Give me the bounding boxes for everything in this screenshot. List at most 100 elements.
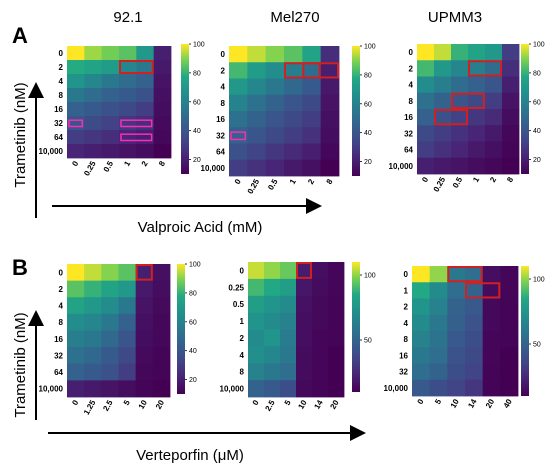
heatmap-cell-b1-r7-c4: [135, 380, 154, 398]
x-tick-b3-5: 40: [502, 397, 515, 410]
colorbar-tick-a1-1: 80: [193, 70, 201, 77]
x-tick-b3-1: 5: [433, 397, 443, 406]
heatmap-cell-a1-r0-c2: [101, 46, 120, 61]
y-tick-b1-1: 2: [59, 285, 64, 294]
heatmap-cell-b3-r0-c5: [500, 266, 519, 283]
heatmap-cell-a1-r3-c3: [119, 88, 137, 103]
heatmap-cell-a1-r1-c4: [136, 60, 155, 75]
heatmap-cell-b1-r5-c2: [101, 347, 119, 365]
heatmap-cell-b1-r1-c5: [152, 280, 171, 298]
heatmap-cell-b1-r4-c5: [152, 330, 171, 348]
y-tick-b1-5: 32: [54, 351, 63, 360]
x-tick-a2-0: 0: [233, 177, 243, 186]
heatmap-cell-b2-r4-c5: [328, 329, 345, 347]
heatmap-cell-b2-r1-c3: [296, 278, 313, 297]
heatmap-cell-b1-r7-c0: [67, 380, 85, 398]
heatmap-cell-a2-r5-c2: [265, 127, 285, 144]
heatmap-cell-a3-r0-c0: [417, 44, 435, 61]
heatmap-cell-a1-r1-c3: [119, 60, 137, 75]
heatmap-cell-b1-r2-c3: [118, 297, 137, 315]
heatmap-cell-b3-r0-c3: [465, 266, 484, 283]
heatmap-cell-a1-r1-c1: [84, 60, 103, 75]
heatmap-cell-b1-r6-c4: [135, 363, 154, 381]
heatmap-cell-b2-r0-c5: [328, 262, 345, 280]
highlight-box-b3-0: [447, 266, 483, 283]
x-tick-b2-4: 14: [312, 398, 325, 411]
heatmap-cell-b3-r1-c1: [429, 282, 448, 299]
x-tick-b1-1: 1.25: [82, 398, 98, 416]
x-tick-b1-4: 10: [137, 398, 150, 411]
heatmap-cell-b3-r3-c2: [447, 314, 466, 332]
heatmap-cell-b2-r5-c4: [312, 346, 329, 364]
heatmap-cell-b2-r6-c4: [312, 363, 329, 381]
heatmap-cell-a3-r6-c2: [451, 141, 469, 159]
heatmap-cell-a3-r3-c5: [502, 92, 520, 110]
heatmap-cell-b2-r0-c4: [312, 262, 329, 280]
heatmap-cell-a2-r3-c1: [247, 94, 267, 112]
y-tick-a3-1: 2: [409, 64, 414, 73]
heatmap-cell-b2-r6-c2: [280, 363, 297, 381]
heatmap-cell-a2-r0-c4: [302, 46, 322, 63]
heatmap-cell-a3-r6-c0: [417, 141, 435, 159]
heatmap-cell-a3-r4-c0: [417, 109, 435, 126]
heatmap-cell-a2-r6-c1: [247, 143, 267, 161]
y-tick-b1-3: 8: [59, 318, 64, 327]
heatmap-cell-a3-r4-c5: [502, 109, 520, 126]
heatmap-cell-b3-r1-c4: [482, 282, 501, 299]
pink-mark-a1-2: [120, 133, 153, 142]
heatmap-cell-b2-r5-c1: [264, 346, 281, 364]
heatmap-cell-b3-r3-c4: [482, 314, 501, 332]
heatmap-cell-a2-r2-c0: [229, 78, 248, 96]
panel-letter-b: B: [12, 255, 28, 280]
y-tick-b2-5: 4: [240, 351, 245, 360]
heatmap-cell-a3-r1-c2: [451, 60, 469, 77]
heatmap-cell-a3-r1-c0: [417, 60, 435, 77]
y-tick-b1-0: 0: [59, 268, 64, 277]
heatmap-cell-a1-r0-c5: [153, 46, 172, 61]
heatmap-cell-b2-r6-c1: [264, 363, 281, 381]
heatmap-cell-a3-r2-c1: [434, 76, 452, 94]
heatmap-cell-a3-r6-c4: [485, 141, 503, 159]
heatmap-cell-b2-r3-c1: [264, 312, 281, 330]
y-tick-a2-0: 0: [221, 50, 226, 59]
heatmap-cell-b3-r1-c2: [447, 282, 466, 299]
heatmap-cell-b3-r0-c4: [482, 266, 501, 283]
heatmap-cell-b3-r4-c1: [429, 331, 448, 348]
heatmap-cell-b1-r1-c3: [118, 280, 137, 298]
heatmap-cell-a2-r4-c5: [320, 111, 340, 128]
heatmap-cell-a3-r5-c0: [417, 125, 435, 142]
x-tick-b1-3: 5: [122, 398, 132, 407]
heatmap-cell-a2-r2-c2: [265, 78, 285, 96]
y-tick-a1-2: 4: [59, 77, 64, 86]
heatmap-cell-b2-r2-c5: [328, 295, 345, 314]
heatmap-cell-b3-r5-c2: [447, 347, 466, 364]
heatmap-cell-b3-r2-c5: [500, 298, 519, 316]
highlight-box-b2-0: [296, 262, 312, 279]
colorbar-tick-a3-3: 40: [533, 128, 541, 135]
heatmap-cell-b1-r3-c4: [135, 313, 154, 331]
heatmap-cell-b3-r5-c3: [465, 347, 484, 364]
heatmap-cell-b3-r6-c1: [429, 363, 448, 381]
x-tick-b2-1: 2.5: [263, 398, 277, 413]
heatmap-cell-a2-r6-c0: [229, 143, 248, 161]
heatmap-cell-a1-r5-c1: [84, 116, 103, 131]
y-tick-b3-3: 4: [404, 319, 409, 328]
heatmap-cell-b1-r5-c1: [84, 347, 102, 365]
heatmap-cell-a1-r3-c1: [84, 88, 103, 103]
heatmap-cell-b2-r0-c1: [264, 262, 281, 280]
heatmap-cell-a1-r2-c3: [119, 74, 137, 89]
heatmap-cell-b2-r7-c0: [248, 380, 265, 398]
heatmap-cell-b1-r3-c2: [101, 313, 119, 331]
heatmap-cell-b1-r7-c3: [118, 380, 137, 398]
x-tick-b3-3: 14: [466, 397, 479, 410]
heatmap-cell-b1-r7-c1: [84, 380, 102, 398]
heatmap-cell-b2-r2-c0: [248, 295, 265, 314]
heatmap-cell-a1-r5-c5: [153, 116, 172, 131]
heatmap-cell-a2-r7-c4: [302, 159, 322, 177]
heatmap-cell-b3-r0-c0: [412, 266, 431, 283]
y-tick-a1-6: 64: [54, 133, 63, 142]
y-tick-b3-4: 8: [404, 335, 409, 344]
